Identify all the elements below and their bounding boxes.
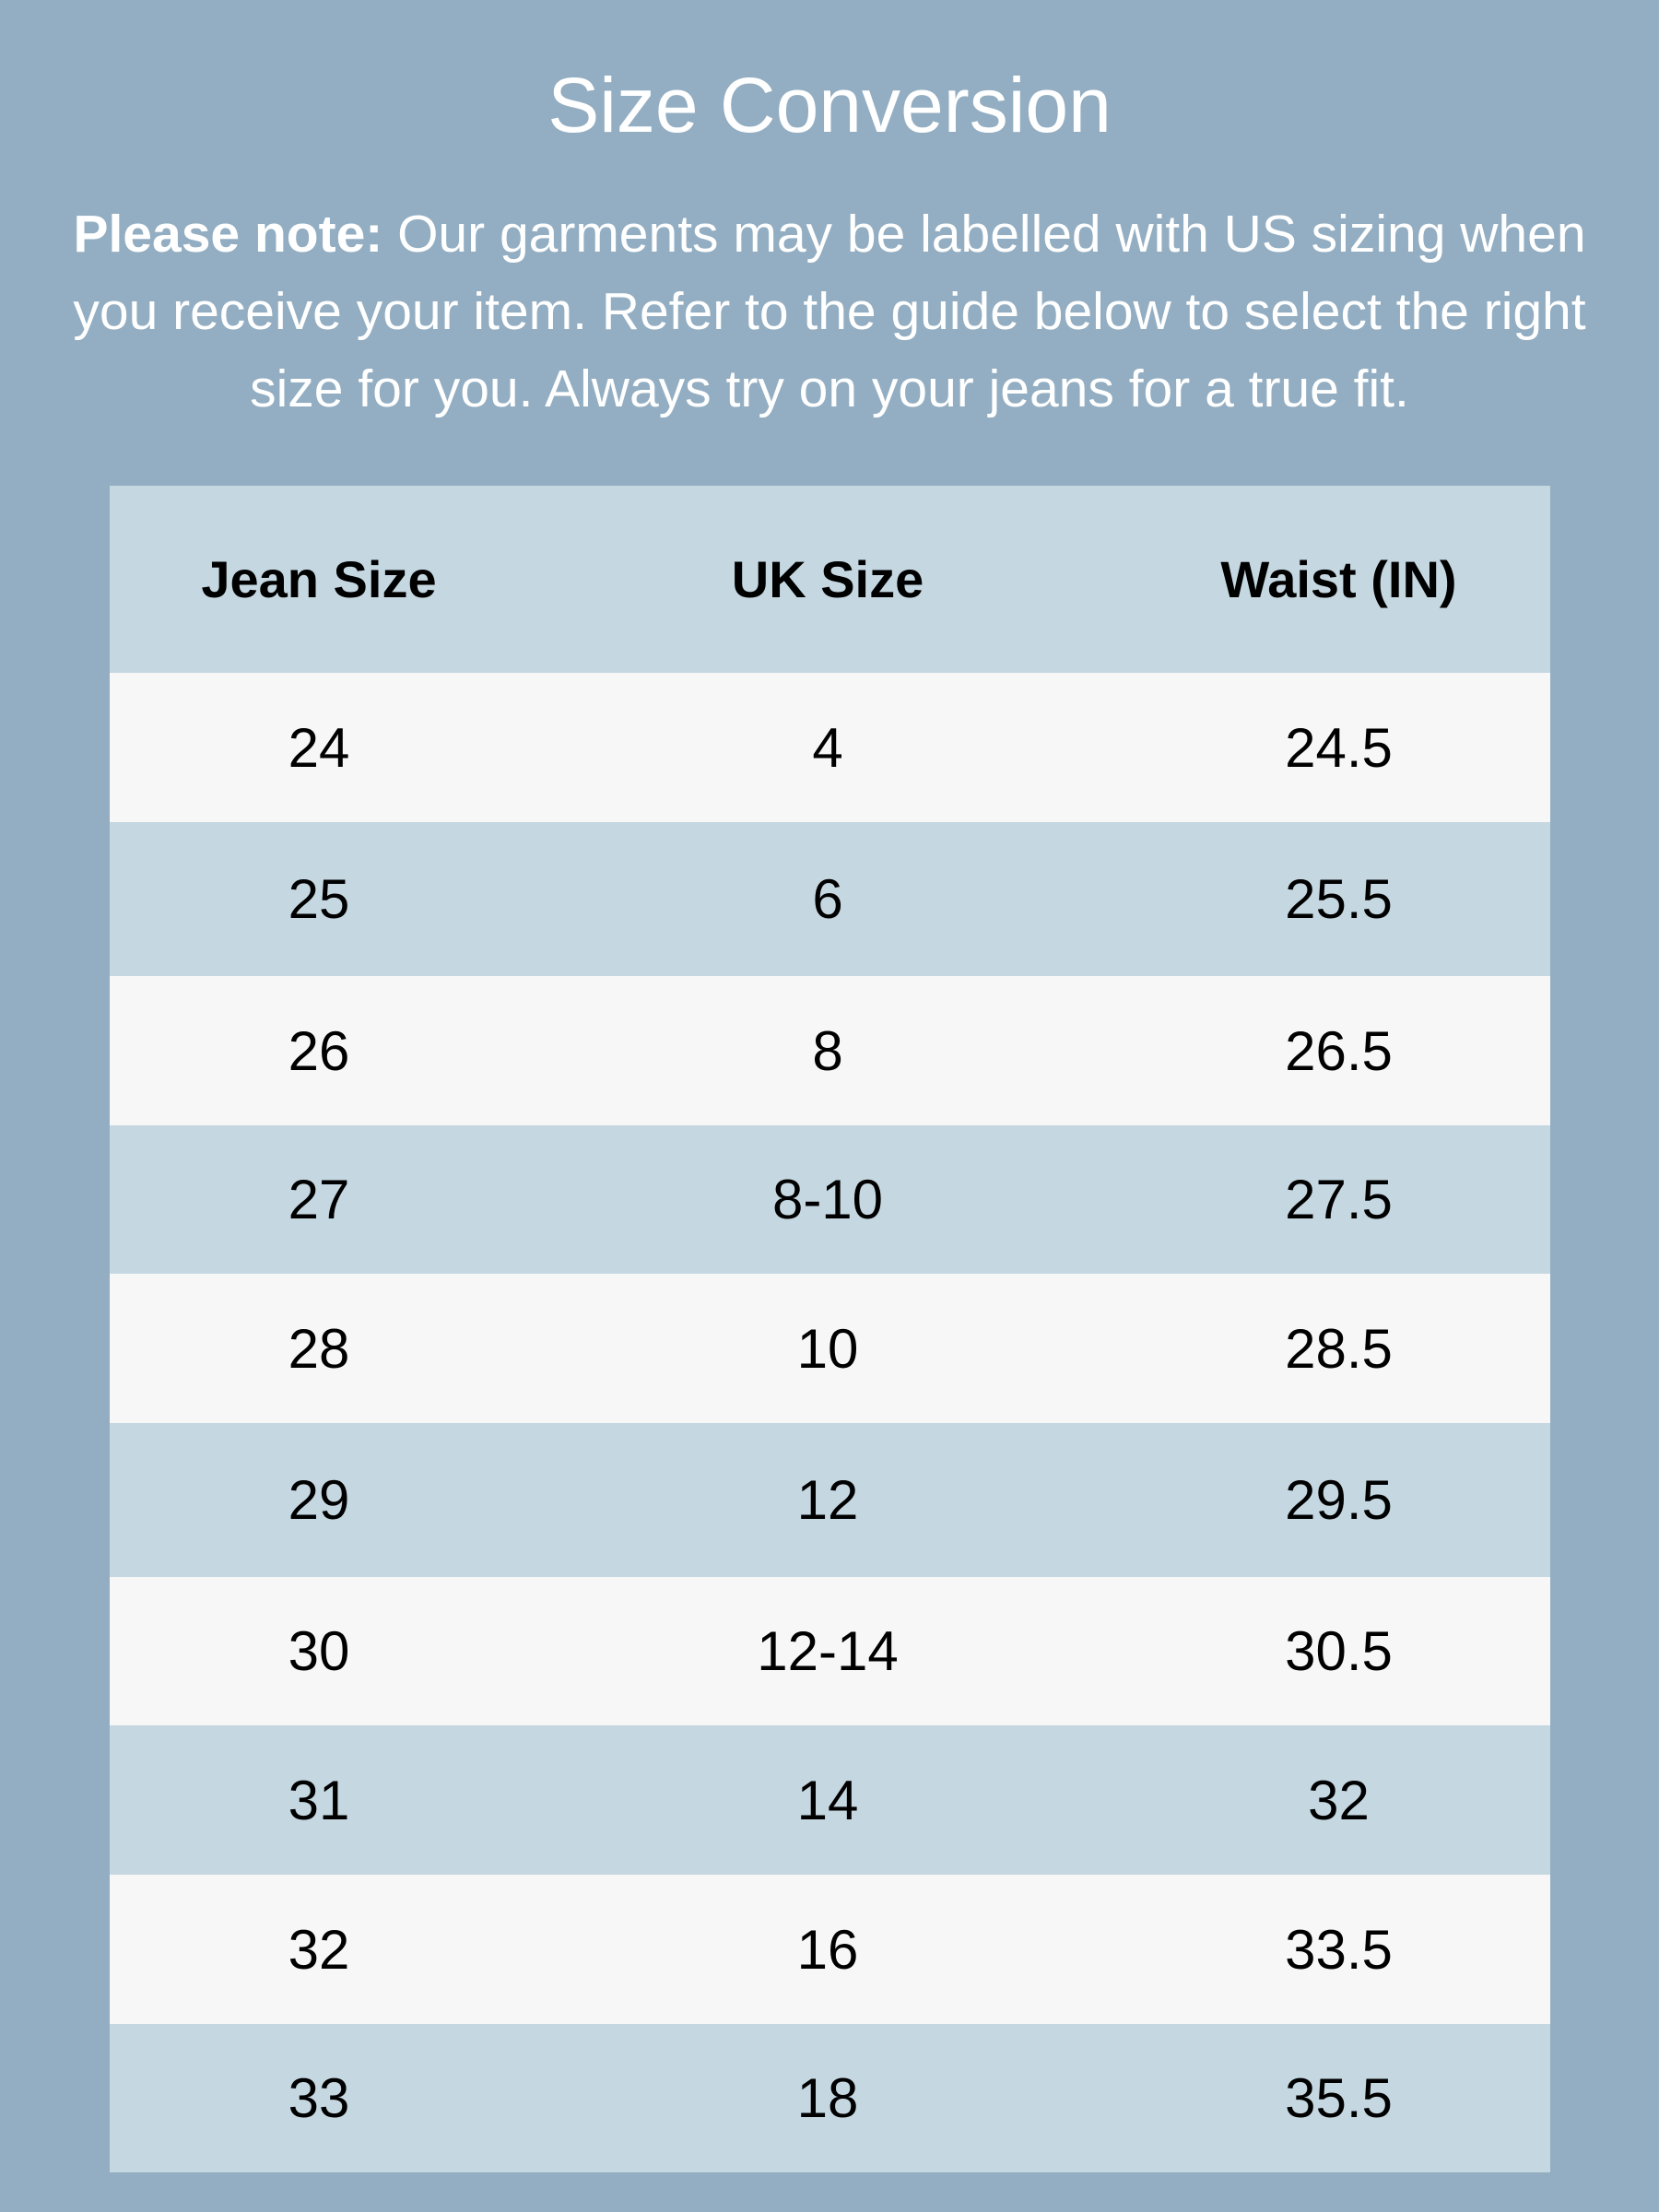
header-uk-size: UK Size [731,550,924,608]
cell-waist: 25.5 [1285,868,1393,930]
cell-jean-size: 27 [288,1169,350,1230]
header-jean-size: Jean Size [201,550,437,608]
size-table: Jean Size UK Size Waist (IN) 24 4 24.5 25 6 2… [110,486,1550,2172]
table-row: 27 8-10 27.5 [110,1125,1550,1274]
header-waist: Waist (IN) [1220,550,1457,608]
cell-jean-size: 24 [288,716,350,779]
cell-uk-size: 6 [812,868,843,930]
cell-jean-size: 31 [288,1769,350,1831]
note-label: Please note: [73,205,383,264]
table-row: 25 6 25.5 [110,822,1550,976]
page-title: Size Conversion [547,62,1112,148]
cell-waist: 29.5 [1285,1469,1393,1531]
table-row: 29 12 29.5 [110,1423,1550,1577]
cell-uk-size: 12-14 [757,1620,899,1682]
cell-waist: 26.5 [1285,1019,1393,1082]
cell-waist: 30.5 [1285,1620,1393,1682]
cell-uk-size: 8-10 [771,1169,884,1230]
cell-jean-size: 29 [288,1469,350,1531]
cell-uk-size: 12 [796,1469,859,1531]
cell-waist: 27.5 [1285,1169,1393,1230]
cell-waist: 32 [1308,1769,1370,1831]
table-row: 24 4 24.5 [110,673,1550,822]
cell-jean-size: 32 [288,1918,350,1981]
table-row: 28 10 28.5 [110,1274,1550,1423]
cell-jean-size: 25 [288,868,350,930]
table-row: 26 8 26.5 [110,976,1550,1125]
cell-jean-size: 30 [288,1620,350,1682]
cell-jean-size: 28 [288,1317,350,1380]
cell-uk-size: 8 [812,1019,843,1082]
cell-uk-size: 4 [812,716,843,779]
cell-uk-size: 14 [796,1769,859,1831]
cell-waist: 28.5 [1285,1317,1393,1380]
table-row: 32 16 33.5 [110,1875,1550,2024]
table-header: Jean Size UK Size Waist (IN) [110,486,1550,673]
cell-waist: 35.5 [1285,2067,1393,2129]
table-row: 31 14 32 [110,1725,1550,1875]
note-text: Our garments may be labelled with US siz… [73,205,1586,418]
cell-jean-size: 26 [288,1019,350,1082]
sizing-note: Please note: Our garments may be labelle… [37,195,1622,428]
cell-uk-size: 16 [796,1918,859,1981]
table-row: 30 12-14 30.5 [110,1577,1550,1725]
cell-uk-size: 10 [796,1317,859,1380]
cell-uk-size: 18 [796,2067,859,2129]
table-row: 33 18 35.5 [110,2024,1550,2172]
cell-waist: 24.5 [1285,716,1393,779]
cell-waist: 33.5 [1285,1918,1393,1981]
cell-jean-size: 33 [288,2067,350,2129]
